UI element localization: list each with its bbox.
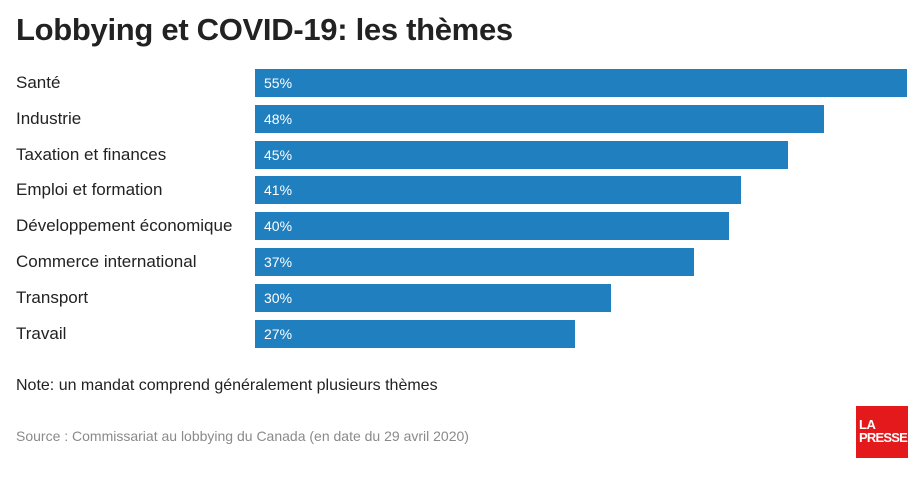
bar: 55% xyxy=(255,69,907,97)
logo-line-2: PRESSE xyxy=(859,430,908,445)
bar: 41% xyxy=(255,176,741,204)
bar-value-label: 45% xyxy=(264,147,293,163)
chart-title: Lobbying et COVID-19: les thèmes xyxy=(16,12,513,47)
bar: 30% xyxy=(255,284,611,312)
bar-chart: Santé 55% Industrie 48% Taxation et finances… xyxy=(16,69,907,348)
category-label: Santé xyxy=(16,73,61,92)
bar-value-label: 40% xyxy=(264,218,293,234)
category-label: Développement économique xyxy=(16,216,233,235)
bar: 48% xyxy=(255,105,824,133)
category-label: Industrie xyxy=(16,109,82,128)
category-label: Taxation et finances xyxy=(16,145,167,164)
bar-value-label: 27% xyxy=(264,326,293,342)
bar-value-label: 55% xyxy=(264,75,293,91)
bar: 40% xyxy=(255,212,729,240)
category-label: Emploi et formation xyxy=(16,180,163,199)
bar-value-label: 41% xyxy=(264,182,293,198)
bar-value-label: 30% xyxy=(264,290,293,306)
bar: 45% xyxy=(255,141,788,169)
bar-value-label: 48% xyxy=(264,111,293,127)
category-label: Travail xyxy=(16,324,67,343)
logo-line-1: LA xyxy=(859,417,876,432)
bar-value-label: 37% xyxy=(264,254,293,270)
category-label: Transport xyxy=(16,288,89,307)
bar: 37% xyxy=(255,248,694,276)
chart-note: Note: un mandat comprend généralement pl… xyxy=(16,377,438,394)
chart-source: Source : Commissariat au lobbying du Can… xyxy=(16,428,469,444)
la-presse-logo: LA PRESSE xyxy=(856,406,908,458)
bar: 27% xyxy=(255,320,575,348)
category-label: Commerce international xyxy=(16,252,197,271)
